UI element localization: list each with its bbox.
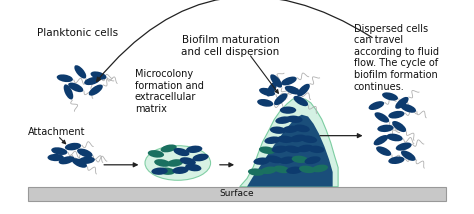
Ellipse shape	[266, 82, 277, 97]
Ellipse shape	[297, 84, 310, 97]
Ellipse shape	[377, 125, 394, 132]
Ellipse shape	[374, 112, 389, 123]
Ellipse shape	[388, 156, 405, 164]
Ellipse shape	[91, 71, 107, 80]
Ellipse shape	[264, 136, 281, 144]
Ellipse shape	[281, 77, 297, 85]
Ellipse shape	[173, 148, 190, 156]
Ellipse shape	[386, 134, 403, 141]
Ellipse shape	[266, 155, 283, 163]
Ellipse shape	[154, 159, 170, 167]
Ellipse shape	[299, 166, 315, 173]
Ellipse shape	[173, 166, 189, 174]
Ellipse shape	[312, 165, 328, 172]
Ellipse shape	[292, 156, 308, 163]
Polygon shape	[247, 115, 333, 187]
Ellipse shape	[401, 150, 416, 161]
Ellipse shape	[374, 135, 388, 145]
Ellipse shape	[47, 154, 64, 161]
Text: Microcolony
formation and
extracellular
matrix: Microcolony formation and extracellular …	[135, 69, 204, 114]
Ellipse shape	[180, 157, 196, 165]
Ellipse shape	[259, 88, 275, 96]
Polygon shape	[240, 98, 338, 187]
Ellipse shape	[280, 107, 296, 114]
Ellipse shape	[376, 146, 391, 156]
Ellipse shape	[293, 96, 308, 106]
Ellipse shape	[272, 146, 288, 153]
Ellipse shape	[259, 146, 275, 154]
Ellipse shape	[395, 97, 409, 109]
Ellipse shape	[285, 86, 301, 95]
Ellipse shape	[79, 157, 95, 164]
Text: Attachment: Attachment	[28, 126, 86, 137]
Ellipse shape	[401, 104, 416, 113]
Ellipse shape	[84, 77, 100, 85]
Ellipse shape	[254, 158, 270, 165]
Ellipse shape	[290, 135, 306, 142]
Ellipse shape	[275, 116, 292, 124]
Ellipse shape	[283, 126, 299, 133]
Ellipse shape	[74, 65, 86, 79]
Ellipse shape	[308, 146, 324, 153]
Ellipse shape	[161, 144, 177, 152]
Ellipse shape	[159, 168, 175, 175]
Ellipse shape	[301, 135, 317, 143]
Text: Biofilm maturation
and cell dispersion: Biofilm maturation and cell dispersion	[182, 36, 280, 57]
Ellipse shape	[277, 136, 293, 143]
Ellipse shape	[248, 168, 264, 176]
Ellipse shape	[257, 99, 273, 107]
Ellipse shape	[192, 154, 209, 161]
Ellipse shape	[261, 166, 277, 174]
Ellipse shape	[51, 147, 67, 155]
Ellipse shape	[396, 143, 412, 151]
Ellipse shape	[89, 85, 103, 96]
Ellipse shape	[392, 121, 406, 132]
Ellipse shape	[65, 143, 81, 150]
Ellipse shape	[59, 156, 74, 164]
Ellipse shape	[284, 146, 301, 153]
Ellipse shape	[388, 111, 404, 119]
Ellipse shape	[270, 74, 282, 88]
Text: Planktonic cells: Planktonic cells	[37, 28, 118, 38]
Ellipse shape	[77, 149, 92, 157]
Ellipse shape	[369, 101, 384, 110]
Ellipse shape	[151, 168, 168, 175]
Ellipse shape	[167, 159, 183, 167]
Text: Surface: Surface	[219, 189, 255, 198]
Ellipse shape	[185, 164, 201, 171]
Ellipse shape	[64, 84, 73, 100]
Bar	[28, 187, 446, 201]
Ellipse shape	[305, 156, 321, 164]
Ellipse shape	[286, 166, 302, 174]
Ellipse shape	[273, 165, 290, 173]
Ellipse shape	[293, 125, 310, 132]
Ellipse shape	[72, 158, 87, 168]
Ellipse shape	[382, 92, 398, 101]
Ellipse shape	[279, 156, 295, 164]
Ellipse shape	[145, 146, 210, 180]
Ellipse shape	[270, 126, 286, 134]
Ellipse shape	[186, 146, 202, 153]
Ellipse shape	[148, 150, 164, 158]
Ellipse shape	[286, 116, 302, 123]
Ellipse shape	[274, 93, 287, 105]
Ellipse shape	[297, 145, 313, 152]
Text: Dispersed cells
can travel
according to fluid
flow. The cycle of
biofilm formati: Dispersed cells can travel according to …	[354, 24, 438, 92]
Ellipse shape	[57, 74, 73, 82]
Ellipse shape	[68, 83, 83, 92]
